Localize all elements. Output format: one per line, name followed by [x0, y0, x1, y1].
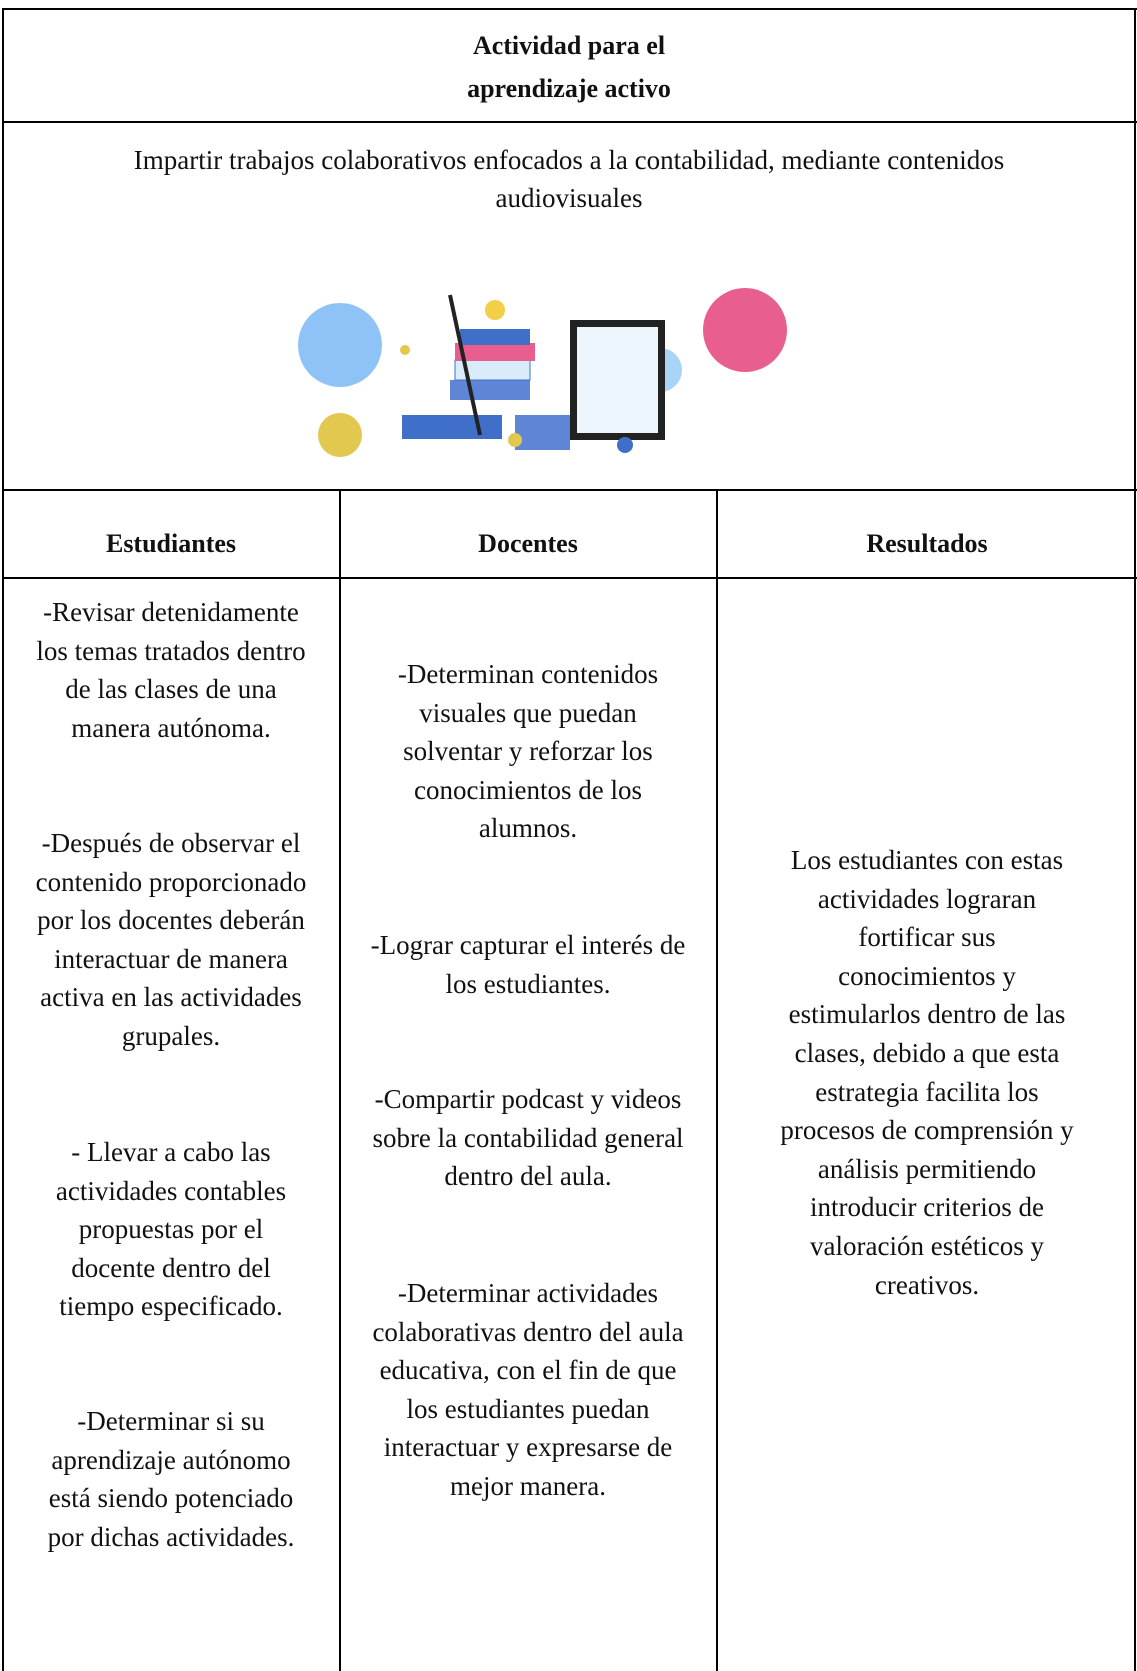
cell-text: los temas tratados dentro: [36, 635, 306, 666]
cell-text: solventar y reforzar los: [403, 736, 653, 767]
cell-text: alumnos.: [478, 813, 578, 844]
cell-text: educativa, con el fin de que: [379, 1355, 677, 1386]
title: aprendizaje activo: [467, 74, 671, 103]
cell-text: actividades lograran: [817, 883, 1037, 914]
cell-text: -Después de observar el: [41, 828, 301, 858]
cell-text: contenido proporcionado: [35, 866, 307, 897]
title: Actividad para el: [472, 31, 666, 60]
column-header: Resultados: [866, 529, 988, 558]
cell-text: conocimientos de los: [414, 774, 642, 805]
cell-text: actividades contables: [55, 1175, 287, 1206]
illustration: [298, 288, 787, 457]
cell-text: -Lograr capturar el interés de: [370, 930, 686, 960]
cell-text: análisis permitiendo: [817, 1153, 1037, 1184]
border: [716, 489, 718, 1671]
cell-text: colaborativas dentro del aula: [372, 1316, 684, 1347]
cell-text: dentro del aula.: [444, 1161, 612, 1192]
cell-text: interactuar y expresarse de: [383, 1432, 673, 1463]
cell-text: valoración estéticos y: [810, 1231, 1044, 1261]
cell-text: docente dentro del: [71, 1252, 271, 1283]
cell-text: Los estudiantes con estas: [790, 845, 1064, 875]
description: Impartir trabajos colaborativos enfocado…: [133, 145, 1005, 175]
cell-text: estrategia facilita los: [815, 1076, 1039, 1107]
cell-text: por dichas actividades.: [47, 1521, 295, 1552]
description: audiovisuales: [495, 183, 643, 213]
cell-text: los estudiantes.: [445, 968, 611, 999]
cell-text: sobre la contabilidad general: [372, 1122, 684, 1153]
cell-text: de las clases de una: [65, 674, 277, 705]
cell-text: los estudiantes puedan: [406, 1393, 650, 1424]
border: [339, 489, 341, 1671]
cell-text: visuales que puedan: [419, 697, 637, 728]
column-header: Estudiantes: [105, 529, 237, 558]
cell-text: clases, debido a que esta: [794, 1038, 1060, 1068]
cell-text: fortificar sus: [858, 922, 996, 953]
cell-text: procesos de comprensión y: [780, 1115, 1074, 1146]
border: [2, 8, 1137, 10]
cell-text: tiempo especificado.: [59, 1291, 283, 1322]
border: [2, 489, 1137, 491]
cell-text: propuestas por el: [78, 1214, 264, 1245]
cell-text: conocimientos y: [838, 960, 1016, 991]
cell-text: está siendo potenciado: [48, 1483, 294, 1514]
cell-text: interactuar de manera: [54, 943, 288, 974]
border: [1134, 8, 1136, 1671]
cell-text: -Revisar detenidamente: [43, 597, 299, 627]
cell-text: introducir criterios de: [810, 1192, 1044, 1223]
cell-text: grupales.: [121, 1021, 221, 1051]
cell-text: -Determinar si su: [77, 1406, 265, 1436]
column-header: Docentes: [478, 529, 578, 558]
cell-text: - Llevar a cabo las: [71, 1137, 271, 1167]
cell-text: manera autónoma.: [71, 712, 271, 743]
border: [2, 577, 1137, 579]
cell-text: -Determinan contenidos: [397, 659, 659, 689]
cell-text: mejor manera.: [450, 1471, 606, 1501]
cell-text: estimularlos dentro de las: [788, 999, 1066, 1030]
cell-text: -Compartir podcast y videos: [374, 1084, 682, 1114]
cell-text: por los docentes deberán: [37, 905, 305, 936]
cell-text: activa en las actividades: [40, 982, 302, 1013]
border: [2, 121, 1137, 123]
cell-text: -Determinar actividades: [397, 1278, 659, 1308]
border: [2, 8, 4, 1671]
cell-text: aprendizaje autónomo: [51, 1444, 291, 1475]
cell-text: creativos.: [874, 1269, 980, 1300]
